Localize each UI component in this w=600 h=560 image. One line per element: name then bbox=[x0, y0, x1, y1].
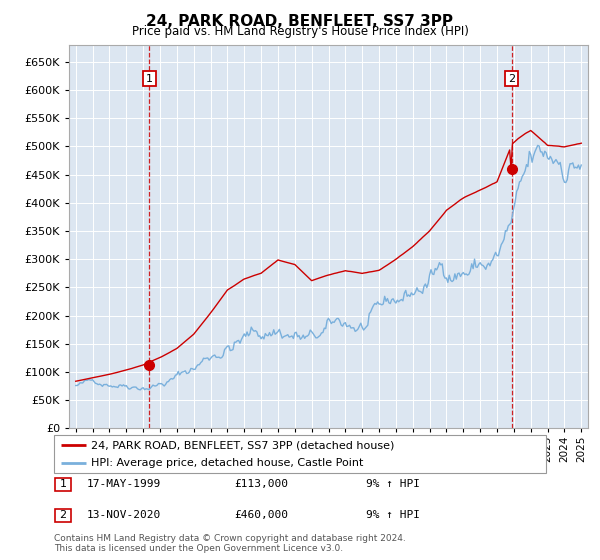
Text: 17-MAY-1999: 17-MAY-1999 bbox=[87, 479, 161, 489]
Text: HPI: Average price, detached house, Castle Point: HPI: Average price, detached house, Cast… bbox=[91, 458, 363, 468]
Text: 24, PARK ROAD, BENFLEET, SS7 3PP: 24, PARK ROAD, BENFLEET, SS7 3PP bbox=[146, 14, 454, 29]
Text: Contains HM Land Registry data © Crown copyright and database right 2024.
This d: Contains HM Land Registry data © Crown c… bbox=[54, 534, 406, 553]
Text: 1: 1 bbox=[59, 479, 67, 489]
Text: 9% ↑ HPI: 9% ↑ HPI bbox=[366, 479, 420, 489]
Text: 2: 2 bbox=[59, 510, 67, 520]
Text: £460,000: £460,000 bbox=[234, 510, 288, 520]
Text: £113,000: £113,000 bbox=[234, 479, 288, 489]
Text: 1: 1 bbox=[146, 74, 153, 83]
Text: Price paid vs. HM Land Registry's House Price Index (HPI): Price paid vs. HM Land Registry's House … bbox=[131, 25, 469, 38]
Text: 9% ↑ HPI: 9% ↑ HPI bbox=[366, 510, 420, 520]
Text: 24, PARK ROAD, BENFLEET, SS7 3PP (detached house): 24, PARK ROAD, BENFLEET, SS7 3PP (detach… bbox=[91, 440, 394, 450]
Text: 13-NOV-2020: 13-NOV-2020 bbox=[87, 510, 161, 520]
Text: 2: 2 bbox=[508, 74, 515, 83]
